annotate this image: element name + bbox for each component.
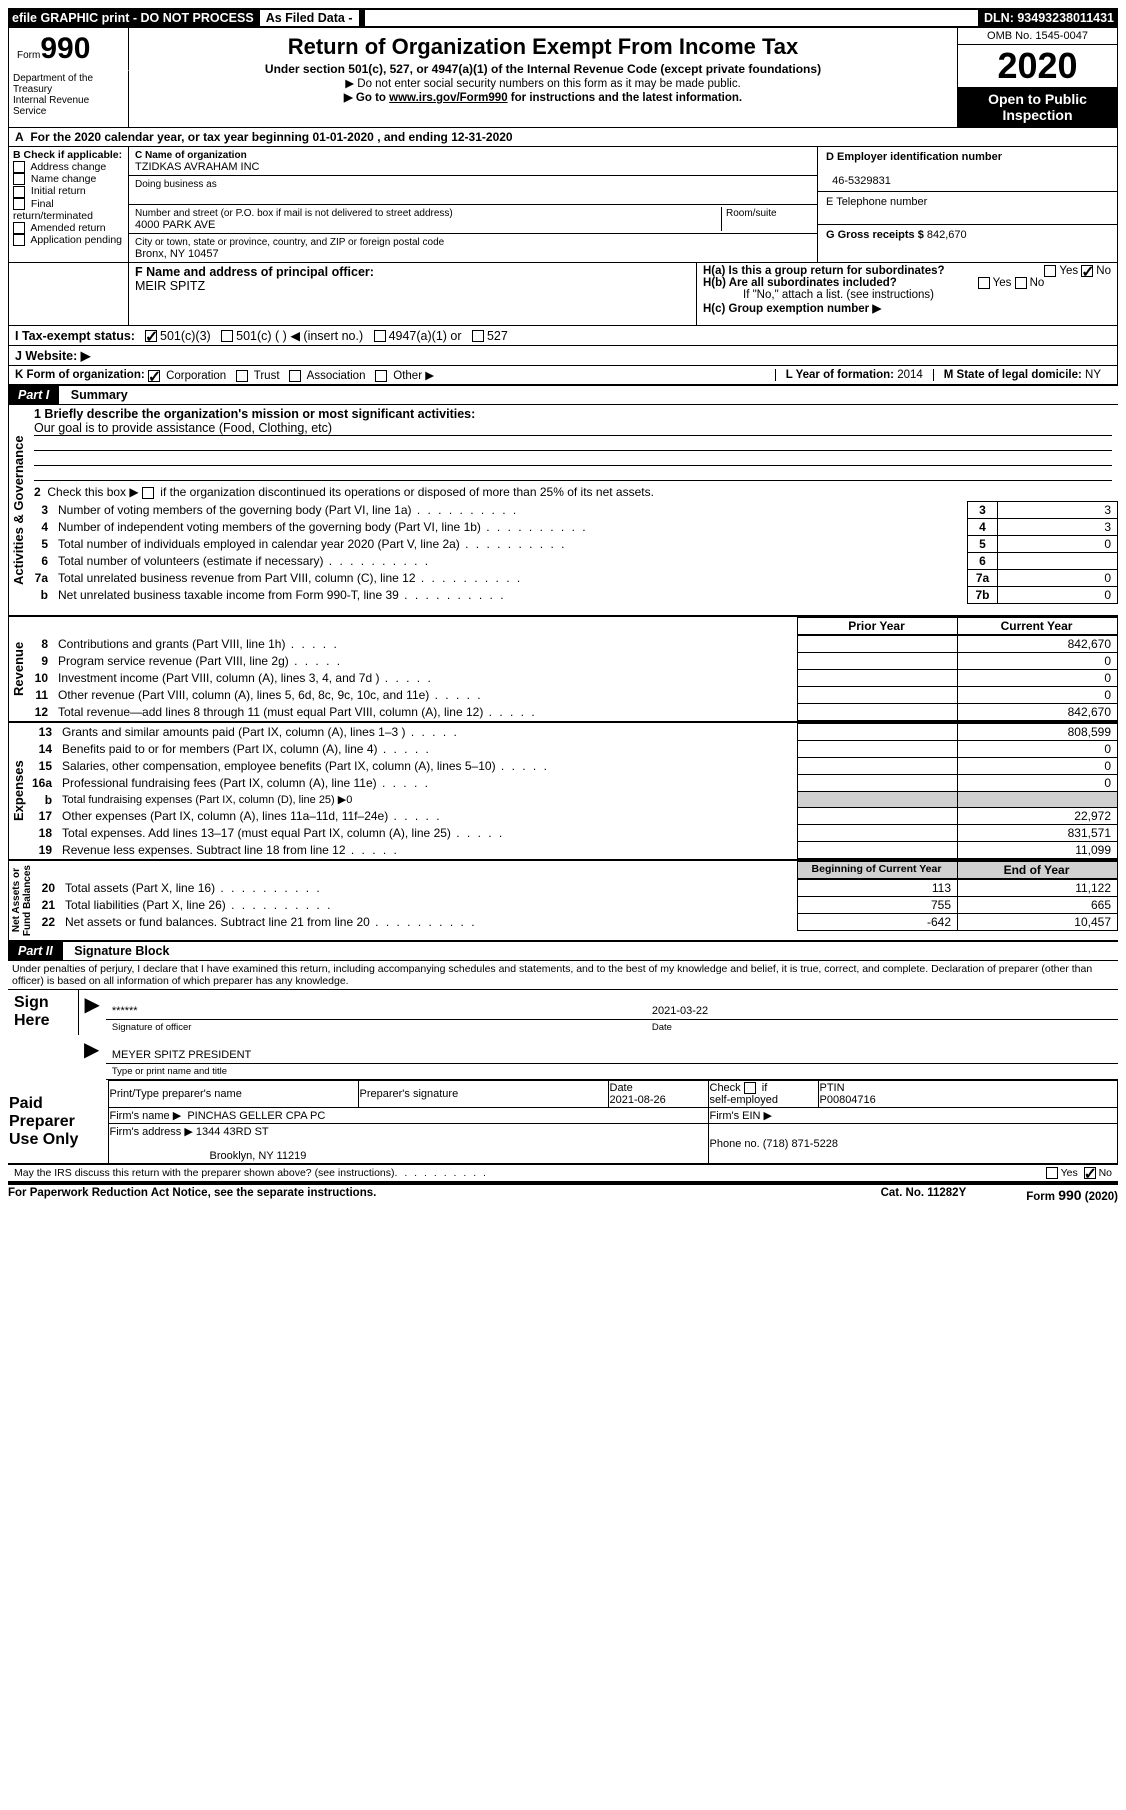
subtitle-1: Under section 501(c), 527, or 4947(a)(1)…: [137, 62, 949, 76]
rev-line-11: 11Other revenue (Part VIII, column (A), …: [28, 687, 1118, 704]
subtitle-3: ▶ Go to www.irs.gov/Form990 for instruct…: [137, 90, 949, 104]
checkbox-name-change: Name change: [13, 173, 124, 185]
city: Bronx, NY 10457: [135, 248, 219, 260]
mission: Our goal is to provide assistance (Food,…: [34, 421, 1112, 436]
gov-line-5: 5Total number of individuals employed in…: [28, 536, 1118, 553]
rev-line-10: 10Investment income (Part VIII, column (…: [28, 670, 1118, 687]
summary-body: Activities & Governance 1 Briefly descri…: [8, 405, 1118, 617]
paid-preparer-label: Paid Preparer Use Only: [8, 1081, 108, 1165]
line2-checkbox[interactable]: [142, 487, 154, 499]
expenses-block: Expenses 13Grants and similar amounts pa…: [8, 723, 1118, 861]
gov-line-3: 3Number of voting members of the governi…: [28, 502, 1118, 519]
rev-line-9: 9Program service revenue (Part VIII, lin…: [28, 653, 1118, 670]
exp-line-13: 13Grants and similar amounts paid (Part …: [28, 724, 1118, 741]
form-number: Form990: [9, 28, 129, 70]
netassets-block: Net Assets or Fund Balances Beginning of…: [8, 861, 1118, 942]
net-line-20: 20Total assets (Part X, line 16)11311,12…: [35, 880, 1118, 897]
exp-line-16a: 16aProfessional fundraising fees (Part I…: [28, 775, 1118, 792]
exp-line-14: 14Benefits paid to or for members (Part …: [28, 741, 1118, 758]
side-netassets: Net Assets or Fund Balances: [8, 861, 35, 940]
ptin: P00804716: [820, 1094, 876, 1106]
title-block: Return of Organization Exempt From Incom…: [129, 28, 957, 127]
subtitle-2: ▶ Do not enter social security numbers o…: [137, 76, 949, 90]
principal-officer: MEIR SPITZ: [135, 279, 205, 293]
dept-treasury: Department of the Treasury Internal Reve…: [9, 70, 129, 127]
rev-line-8: 8Contributions and grants (Part VIII, li…: [28, 636, 1118, 653]
ein: 46-5329831: [832, 175, 891, 187]
part-i-header: Part I Summary: [8, 386, 1118, 405]
gross-receipts: 842,670: [927, 229, 967, 241]
dln: DLN: 93493238011431: [984, 11, 1114, 25]
right-column: OMB No. 1545-0047 2020 Open to Public In…: [957, 28, 1117, 127]
gov-line-6: 6Total number of volunteers (estimate if…: [28, 553, 1118, 570]
asfiled-blank: [365, 10, 979, 26]
section-a: A For the 2020 calendar year, or tax yea…: [8, 128, 1118, 147]
omb-number: OMB No. 1545-0047: [958, 28, 1117, 45]
net-line-22: 22Net assets or fund balances. Subtract …: [35, 914, 1118, 931]
discuss-row: May the IRS discuss this return with the…: [8, 1165, 1118, 1183]
i-501c[interactable]: [221, 330, 233, 342]
irs-link[interactable]: www.irs.gov/Form990: [389, 92, 507, 104]
checkbox-amended-return: Amended return: [13, 222, 124, 234]
net-line-21: 21Total liabilities (Part X, line 26)755…: [35, 897, 1118, 914]
officer-name: MEYER SPITZ PRESIDENT: [112, 1049, 251, 1061]
asfiled-box: As Filed Data -: [260, 10, 359, 26]
info-grid: B Check if applicable: Address change Na…: [8, 147, 1118, 263]
form-header: Form990 Department of the Treasury Inter…: [8, 28, 1118, 128]
i-4947[interactable]: [374, 330, 386, 342]
col-b-checkboxes: B Check if applicable: Address change Na…: [9, 147, 129, 262]
form-title: Return of Organization Exempt From Incom…: [137, 34, 949, 60]
side-expenses: Expenses: [8, 723, 28, 859]
exp-line-17: 17Other expenses (Part IX, column (A), l…: [28, 808, 1118, 825]
rev-line-12: 12Total revenue—add lines 8 through 11 (…: [28, 704, 1118, 721]
col-d-right: D Employer identification number 46-5329…: [817, 147, 1117, 262]
paid-preparer-block: Paid Preparer Use Only Print/Type prepar…: [8, 1080, 1118, 1165]
discuss-yes[interactable]: [1046, 1167, 1058, 1179]
row-i: I Tax-exempt status: 501(c)(3) 501(c) ( …: [8, 326, 1118, 346]
k-opt-1: Trust: [236, 370, 289, 382]
discuss-no[interactable]: [1084, 1167, 1096, 1179]
gov-line-7a: 7aTotal unrelated business revenue from …: [28, 570, 1118, 587]
k-opt-2: Association: [289, 370, 375, 382]
checkbox-final-return-terminated: Final return/terminated: [13, 198, 124, 222]
revenue-block: Revenue Prior YearCurrent Year 8Contribu…: [8, 617, 1118, 723]
row-klm: K Form of organization: Corporation Trus…: [8, 366, 1118, 386]
checkbox-initial-return: Initial return: [13, 185, 124, 197]
row-j: J Website: ▶: [8, 346, 1118, 366]
side-revenue: Revenue: [8, 617, 28, 721]
hb-no[interactable]: [1015, 277, 1027, 289]
f-h-row: F Name and address of principal officer:…: [8, 263, 1118, 326]
side-governance: Activities & Governance: [8, 405, 28, 615]
gov-line-b: bNet unrelated business taxable income f…: [28, 587, 1118, 604]
checkbox-address-change: Address change: [13, 161, 124, 173]
hb-yes[interactable]: [978, 277, 990, 289]
sign-here-label: Sign Here: [8, 990, 78, 1035]
street: 4000 PARK AVE: [135, 219, 215, 231]
checkbox-application-pending: Application pending: [13, 234, 124, 246]
org-name: TZIDKAS AVRAHAM INC: [135, 161, 259, 173]
exp-line-19: 19Revenue less expenses. Subtract line 1…: [28, 842, 1118, 859]
i-501c3[interactable]: [145, 330, 157, 342]
sign-here-block: Sign Here ▶ ****** 2021-03-22 Signature …: [8, 990, 1118, 1080]
ha-yes[interactable]: [1044, 265, 1056, 277]
i-527[interactable]: [472, 330, 484, 342]
exp-line-b: bTotal fundraising expenses (Part IX, co…: [28, 792, 1118, 808]
part-ii-header: Part II Signature Block: [8, 942, 1118, 961]
firm-name: PINCHAS GELLER CPA PC: [187, 1110, 325, 1122]
tax-year: 2020: [958, 45, 1117, 87]
k-opt-3: Other ▶: [375, 370, 444, 382]
page-footer: For Paperwork Reduction Act Notice, see …: [8, 1183, 1118, 1203]
gov-line-4: 4Number of independent voting members of…: [28, 519, 1118, 536]
ha-no[interactable]: [1081, 265, 1093, 277]
efile-topbar: efile GRAPHIC print - DO NOT PROCESS As …: [8, 8, 1118, 28]
exp-line-18: 18Total expenses. Add lines 13–17 (must …: [28, 825, 1118, 842]
exp-line-15: 15Salaries, other compensation, employee…: [28, 758, 1118, 775]
k-opt-0: Corporation: [148, 370, 236, 382]
self-employed-checkbox[interactable]: [744, 1082, 756, 1094]
efile-text: efile GRAPHIC print - DO NOT PROCESS: [12, 11, 254, 25]
perjury-declaration: Under penalties of perjury, I declare th…: [8, 961, 1118, 990]
col-c-org: C Name of organizationTZIDKAS AVRAHAM IN…: [129, 147, 817, 262]
phone: (718) 871-5228: [763, 1138, 838, 1150]
open-inspection: Open to Public Inspection: [958, 87, 1117, 127]
